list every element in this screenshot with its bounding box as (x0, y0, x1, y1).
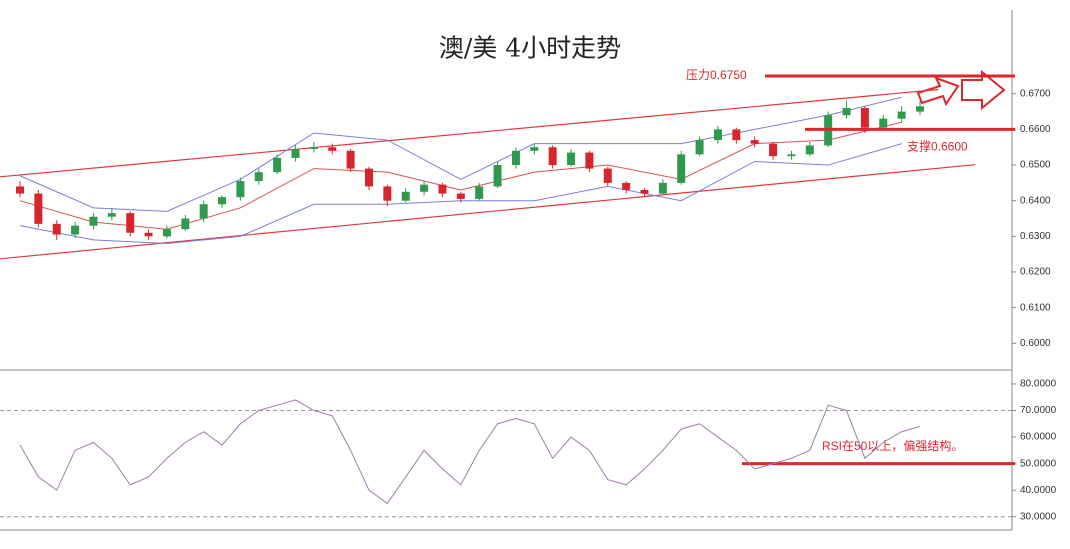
candle-body (511, 150, 520, 166)
candle-body (346, 150, 355, 169)
candle-body (677, 154, 686, 183)
candle-body (530, 147, 539, 151)
candle-body (291, 149, 300, 158)
candle-body (769, 143, 778, 157)
candle-body (162, 229, 171, 237)
y-tick-label: 0.6700 (1020, 88, 1051, 99)
candle-body (750, 140, 759, 144)
candle-body (787, 154, 796, 157)
candle-body (493, 165, 502, 187)
y-tick-label: 0.6100 (1020, 302, 1051, 313)
candle-body (236, 181, 245, 198)
candle-body (126, 213, 135, 233)
candle-body (585, 152, 594, 169)
arrow (961, 69, 1006, 111)
y-tick-label: 50.0000 (1020, 458, 1057, 469)
level-label: 压力0.6750 (686, 68, 747, 82)
level-label: RSI在50以上，偏强结构。 (822, 438, 963, 453)
arrows (916, 69, 1006, 111)
band-line (19, 121, 902, 230)
y-tick-label: 0.6200 (1020, 267, 1051, 278)
candle-body (603, 168, 612, 183)
y-tick-label: 0.6600 (1020, 124, 1051, 135)
y-tick-label: 70.0000 (1020, 405, 1057, 416)
chart-title: 澳/美 4小时走势 (439, 34, 621, 63)
candle-body (107, 213, 116, 217)
channel-line (0, 88, 939, 178)
y-tick-label: 0.6300 (1020, 231, 1051, 242)
y-tick-label: 0.6400 (1020, 195, 1051, 206)
candle-body (34, 193, 43, 224)
candle-body (199, 204, 208, 219)
candle-body (144, 232, 153, 237)
candle-body (548, 147, 557, 166)
candle-body (364, 168, 373, 187)
candle-body (16, 186, 24, 194)
candle-body (732, 129, 741, 141)
candle-body (456, 193, 465, 199)
candle-body (640, 190, 649, 194)
candle-body (309, 147, 318, 150)
candle-body (475, 186, 484, 199)
candle-body (897, 111, 906, 119)
y-tick-label: 40.0000 (1020, 485, 1057, 496)
candle-body (420, 184, 429, 192)
y-tick-label: 80.0000 (1020, 379, 1057, 390)
y-tick-label: 0.6000 (1020, 338, 1051, 349)
y-tick-label: 30.0000 (1020, 511, 1057, 522)
candle-body (879, 118, 888, 128)
candle-body (622, 182, 631, 190)
candle-body (713, 129, 722, 141)
candle-body (181, 218, 190, 230)
candle-body (805, 145, 814, 155)
arrow (916, 76, 960, 107)
candle-body (567, 152, 576, 166)
channel-line (0, 164, 976, 260)
candle-body (438, 184, 447, 194)
candle-body (383, 186, 392, 201)
candle-body (695, 140, 704, 155)
candle-body (916, 106, 924, 112)
candle-body (273, 157, 282, 173)
candle-body (860, 108, 869, 128)
level-label: 支撑0.6600 (907, 139, 968, 154)
candle-body (328, 147, 337, 151)
y-tick-label: 0.6500 (1020, 160, 1051, 171)
candle-body (218, 197, 227, 205)
candle-body (52, 223, 61, 235)
rsi-line (19, 399, 921, 505)
candle-body (658, 182, 667, 194)
candle-body (71, 225, 80, 235)
candle-body (89, 216, 98, 226)
y-tick-label: 60.0000 (1020, 432, 1057, 443)
candle-body (254, 172, 263, 182)
band-line (19, 96, 902, 212)
candle-body (842, 108, 851, 116)
candle-body (401, 191, 410, 201)
